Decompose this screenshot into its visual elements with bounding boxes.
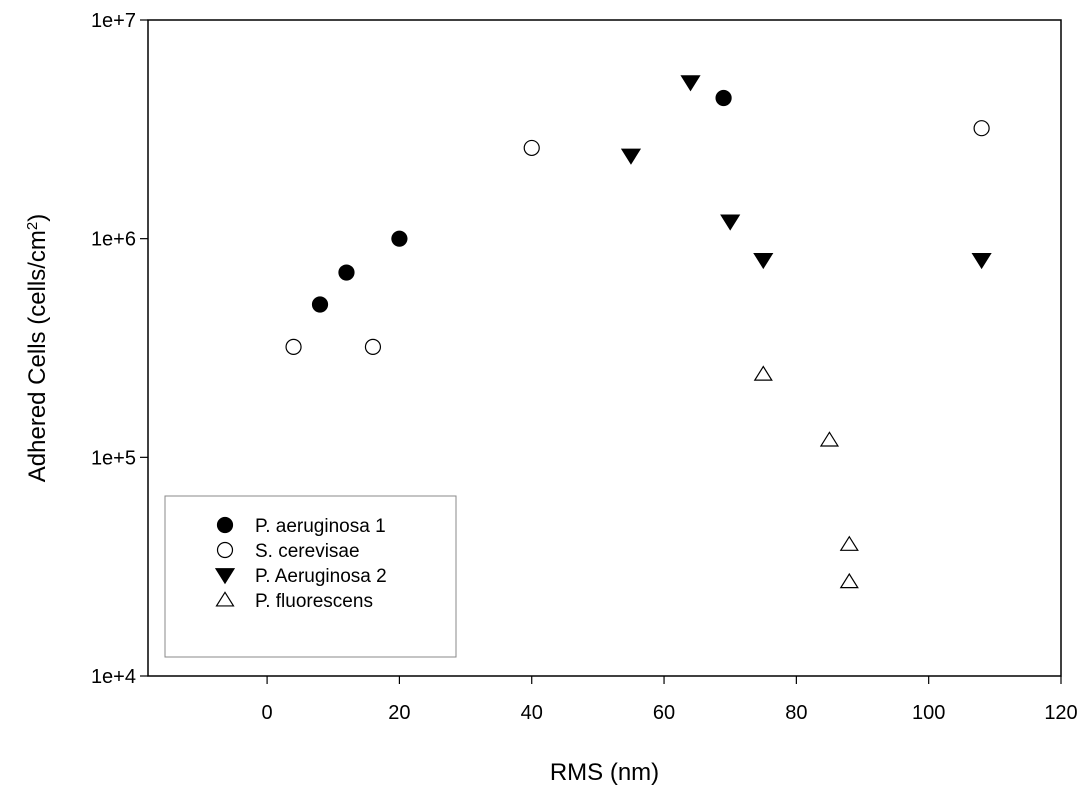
plot-frame xyxy=(147,19,1062,677)
data-point xyxy=(523,139,540,157)
legend-marker xyxy=(215,591,235,607)
x-tick-label: 20 xyxy=(388,702,410,724)
x-axis-title: RMS (nm) xyxy=(550,759,659,786)
series-2 xyxy=(285,120,990,355)
x-tick-label: 60 xyxy=(653,702,675,724)
x-tick-label: 120 xyxy=(1044,702,1077,724)
data-point xyxy=(311,296,329,313)
x-tick-label: 100 xyxy=(912,702,945,724)
data-point xyxy=(338,264,355,281)
data-point xyxy=(819,431,840,447)
x-tick-label: 40 xyxy=(521,702,543,724)
x-tick-label: 80 xyxy=(785,702,807,724)
data-point xyxy=(391,230,408,247)
series-4 xyxy=(753,365,859,589)
legend-label: P. Aeruginosa 2 xyxy=(255,566,387,587)
y-tick-label: 1e+6 xyxy=(91,229,136,251)
legend-marker xyxy=(214,568,236,585)
data-point xyxy=(364,338,382,355)
series-3 xyxy=(620,75,992,270)
data-point xyxy=(973,120,990,137)
legend-box xyxy=(164,495,457,658)
legend-entry: P. Aeruginosa 2 xyxy=(214,566,387,587)
y-tick-label: 1e+7 xyxy=(91,10,136,32)
data-point xyxy=(971,252,992,270)
legend-label: P. fluorescens xyxy=(255,591,373,612)
data-points xyxy=(285,75,992,589)
y-axis-title-suffix: ) xyxy=(24,214,51,222)
y-axis-title-superscript: 2 xyxy=(24,222,41,230)
legend-entry: S. cerevisae xyxy=(216,541,360,562)
plot-area xyxy=(147,19,1062,677)
data-point xyxy=(680,75,701,92)
y-axis-title-main: Adhered Cells (cells/cm xyxy=(24,230,51,482)
legend-label: P. aeruginosa 1 xyxy=(255,516,386,537)
y-tick-label: 1e+5 xyxy=(91,447,136,469)
data-point xyxy=(715,89,732,107)
data-point xyxy=(839,572,859,589)
data-point xyxy=(753,365,773,381)
x-tick-label: 0 xyxy=(262,702,273,724)
axes: 0 20 40 60 80 100 120 1e+4 1e+5 1e+6 1e+7 xyxy=(91,10,1078,724)
series-1 xyxy=(311,89,732,313)
data-point xyxy=(285,338,302,355)
legend-entry: P. aeruginosa 1 xyxy=(216,516,386,537)
data-point xyxy=(620,148,642,165)
legend-label: S. cerevisae xyxy=(255,541,360,562)
legend-marker xyxy=(216,516,234,534)
legend-entry: P. fluorescens xyxy=(215,591,373,612)
data-point xyxy=(839,535,859,551)
y-axis-title: Adhered Cells (cells/cm2) xyxy=(24,214,52,482)
axis-titles: RMS (nm) Adhered Cells (cells/cm2) xyxy=(24,214,660,786)
data-point xyxy=(720,214,741,231)
legend: P. aeruginosa 1 S. cerevisae P. Aeruginosa… xyxy=(164,495,457,658)
data-point xyxy=(753,252,774,270)
legend-marker xyxy=(216,541,234,559)
y-tick-label: 1e+4 xyxy=(91,666,136,688)
